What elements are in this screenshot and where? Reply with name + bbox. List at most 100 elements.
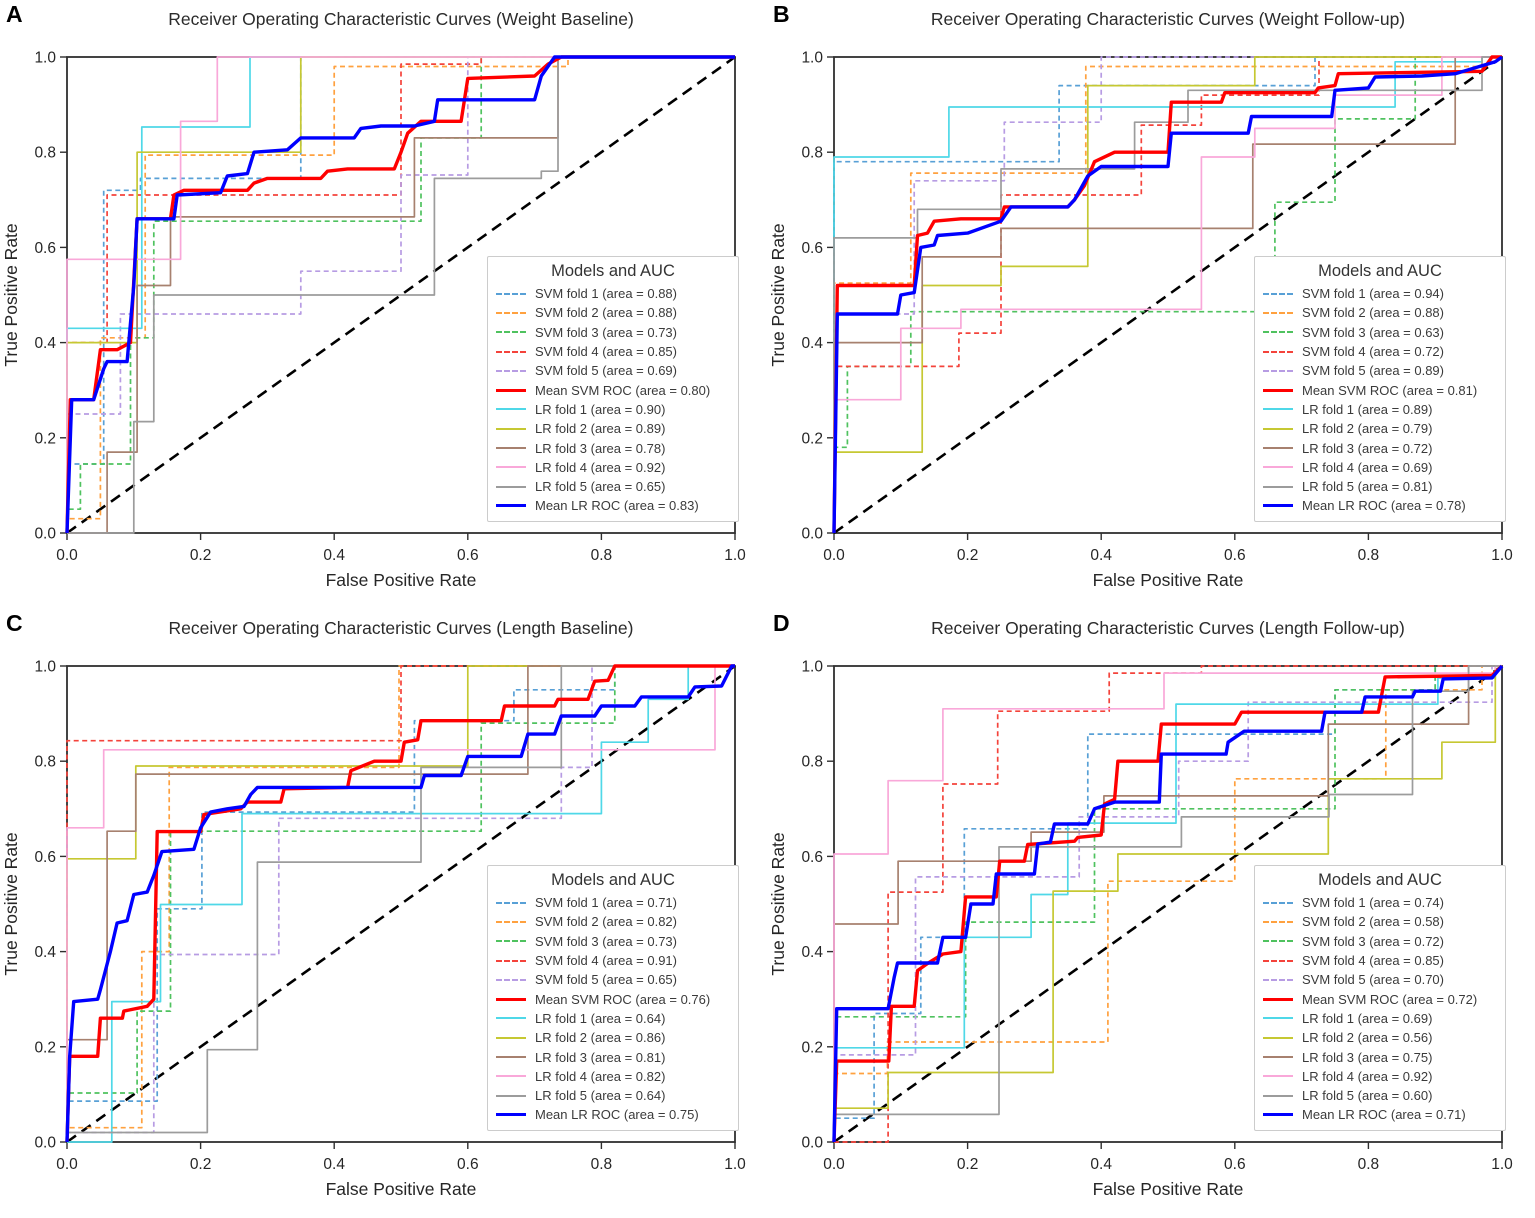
legend-label: SVM fold 4 (area = 0.85) [1302,953,1444,969]
x-tick-label: 0.6 [457,547,479,564]
legend-label: LR fold 2 (area = 0.56) [1302,1030,1433,1046]
y-tick-label: 0.6 [34,849,56,866]
y-axis-label: True Positive Rate [768,223,788,366]
y-tick-label: 0.4 [801,335,823,352]
roc-curve-d-mean-lr-roc [832,664,1504,1143]
legend-label: Mean SVM ROC (area = 0.72) [1302,991,1478,1007]
x-tick-label: 0.6 [457,1156,479,1173]
legend-item: LR fold 5 (area = 0.81) [1261,477,1499,496]
legend-label: LR fold 1 (area = 0.89) [1302,401,1433,417]
legend-label: Mean LR ROC (area = 0.71) [1302,1107,1466,1123]
roc-panel-a: A Receiver Operating Characteristic Curve… [0,0,767,609]
legend-label: LR fold 1 (area = 0.90) [535,401,666,417]
roc-curve-c-svm-fold-2 [66,665,735,1142]
legend-item: LR fold 2 (area = 0.79) [1261,419,1499,438]
roc-curve-d-svm-fold-5 [833,665,1502,1142]
x-tick-label: 0.4 [1090,1156,1112,1173]
chance-diagonal [66,664,736,1144]
y-axis-label: True Positive Rate [768,832,788,975]
legend-label: SVM fold 1 (area = 0.94) [1302,286,1444,302]
roc-curve-a-mean-svm-roc [65,55,735,534]
legend-label: SVM fold 5 (area = 0.69) [535,363,677,379]
legend-label: LR fold 5 (area = 0.81) [1302,479,1433,495]
legend-item: SVM fold 1 (area = 0.94) [1261,284,1499,303]
roc-curve-c-svm-fold-3 [66,665,735,1142]
legend-item: Mean LR ROC (area = 0.78) [1261,496,1499,515]
x-tick-label: 0.0 [823,1156,845,1173]
roc-curve-b-mean-svm-roc [832,55,1502,534]
legend-label: LR fold 5 (area = 0.60) [1302,1088,1433,1104]
legend-line-swatch [496,1113,526,1117]
legend-item: LR fold 3 (area = 0.75) [1261,1047,1499,1066]
legend-item: SVM fold 4 (area = 0.72) [1261,342,1499,361]
panel-title: Receiver Operating Characteristic Curves… [168,618,634,638]
legend-item: Mean SVM ROC (area = 0.72) [1261,989,1499,1008]
legend-title: Models and AUC [1318,262,1442,280]
x-tick-label: 0.8 [1358,1156,1380,1173]
legend-item: LR fold 4 (area = 0.92) [1261,1067,1499,1086]
legend-line-swatch [1263,350,1293,353]
roc-curve-a-svm-fold-1 [66,56,735,533]
y-tick-label: 1.0 [34,659,56,676]
legend-item: SVM fold 5 (area = 0.89) [1261,361,1499,380]
x-tick-label: 0.8 [591,547,613,564]
x-tick-label: 0.4 [1090,547,1112,564]
y-tick-label: 0.2 [34,430,56,447]
legend-line-swatch [496,920,526,923]
legend-label: SVM fold 3 (area = 0.72) [1302,933,1444,949]
legend-label: SVM fold 5 (area = 0.65) [535,972,677,988]
y-tick-label: 0.8 [801,145,823,162]
y-tick-label: 0.4 [34,944,56,961]
x-axis-label: False Positive Rate [326,570,477,590]
legend-label: Mean SVM ROC (area = 0.76) [535,991,711,1007]
y-tick-label: 0.0 [34,1135,56,1152]
legend-label: LR fold 3 (area = 0.72) [1302,440,1433,456]
legend-item: SVM fold 1 (area = 0.74) [1261,893,1499,912]
x-tick-label: 1.0 [724,547,746,564]
legend-line-swatch [1263,504,1293,508]
roc-curve-c-lr-fold-3 [66,665,735,1142]
roc-curve-c-mean-lr-roc [65,664,735,1143]
legend-line-swatch [1263,1094,1293,1097]
legend-line-swatch [1263,311,1293,314]
legend-label: LR fold 2 (area = 0.79) [1302,421,1433,437]
legend-line-swatch [496,292,526,295]
roc-curve-d-svm-fold-4 [834,665,1502,1143]
legend-line-swatch [1263,1075,1293,1078]
roc-curve-d-lr-fold-5 [833,665,1502,1142]
legend-line-swatch [496,997,526,1001]
x-tick-label: 0.2 [957,1156,979,1173]
legend-line-swatch [496,940,526,943]
roc-curve-b-lr-fold-3 [833,56,1502,533]
legend-item: Mean SVM ROC (area = 0.80) [494,380,732,399]
legend-item: Mean LR ROC (area = 0.83) [494,496,732,515]
legend-box: Models and AUC SVM fold 1 (area = 0.94) SV… [1254,256,1506,522]
x-tick-label: 1.0 [1491,1156,1513,1173]
legend-label: LR fold 4 (area = 0.92) [535,459,666,475]
legend-item: LR fold 1 (area = 0.69) [1261,1009,1499,1028]
legend-label: SVM fold 4 (area = 0.85) [535,344,677,360]
legend-label: SVM fold 1 (area = 0.74) [1302,895,1444,911]
x-tick-label: 0.4 [323,1156,345,1173]
legend-item: Mean SVM ROC (area = 0.76) [494,989,732,1008]
panel-title: Receiver Operating Characteristic Curves… [930,9,1406,29]
roc-curve-b-svm-fold-3 [833,56,1502,533]
roc-curve-a-lr-fold-5 [67,56,735,534]
legend-line-swatch [496,388,526,392]
legend-item: SVM fold 3 (area = 0.73) [494,932,732,951]
chance-diagonal [833,55,1503,535]
legend-label: LR fold 4 (area = 0.69) [1302,459,1433,475]
legend-label: SVM fold 2 (area = 0.58) [1302,914,1444,930]
legend-item: SVM fold 5 (area = 0.70) [1261,970,1499,989]
legend-item: LR fold 5 (area = 0.60) [1261,1086,1499,1105]
roc-curve-c-svm-fold-1 [66,665,735,1142]
legend-item: SVM fold 4 (area = 0.85) [494,342,732,361]
roc-curve-b-lr-fold-4 [833,56,1502,533]
legend-line-swatch [1263,959,1293,962]
legend-label: LR fold 3 (area = 0.81) [535,1049,666,1065]
legend-line-swatch [496,350,526,353]
x-tick-label: 0.0 [823,547,845,564]
y-tick-label: 0.0 [34,526,56,543]
panel-letter: A [6,1,23,27]
x-axis-label: False Positive Rate [1093,1179,1244,1199]
